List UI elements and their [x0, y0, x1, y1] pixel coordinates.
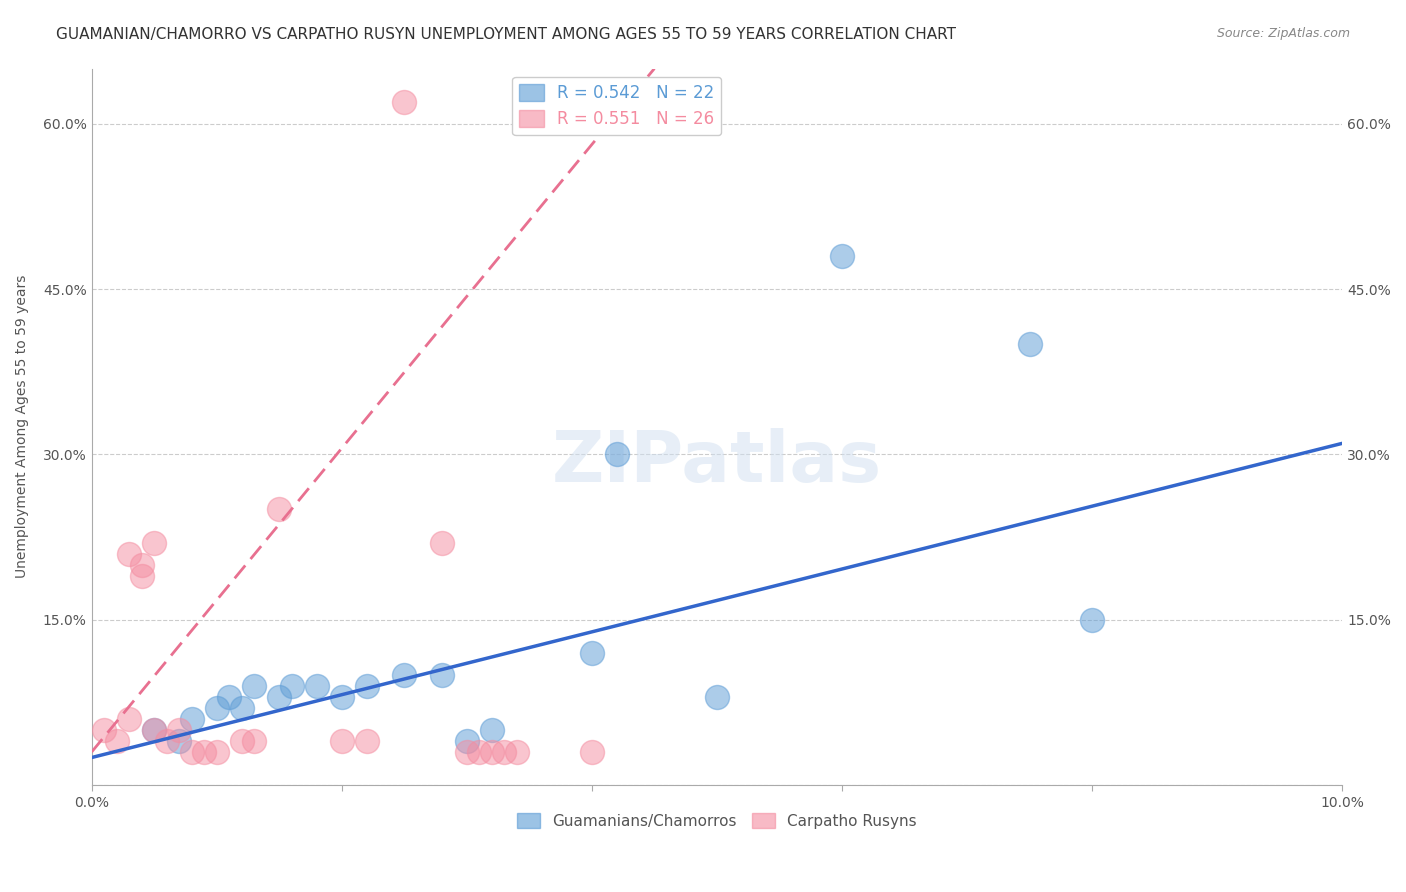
- Point: [269, 690, 291, 704]
- Point: [1081, 613, 1104, 627]
- Point: [205, 701, 228, 715]
- Point: [180, 745, 202, 759]
- Point: [269, 502, 291, 516]
- Point: [105, 734, 128, 748]
- Text: GUAMANIAN/CHAMORRO VS CARPATHO RUSYN UNEMPLOYMENT AMONG AGES 55 TO 59 YEARS CORR: GUAMANIAN/CHAMORRO VS CARPATHO RUSYN UNE…: [56, 27, 956, 42]
- Legend: Guamanians/Chamorros, Carpatho Rusyns: Guamanians/Chamorros, Carpatho Rusyns: [510, 806, 922, 835]
- Point: [394, 95, 416, 109]
- Point: [430, 668, 453, 682]
- Point: [581, 646, 603, 660]
- Point: [167, 723, 190, 737]
- Point: [231, 734, 253, 748]
- Point: [143, 723, 166, 737]
- Point: [330, 690, 353, 704]
- Point: [581, 745, 603, 759]
- Point: [118, 712, 141, 726]
- Point: [430, 535, 453, 549]
- Point: [167, 734, 190, 748]
- Point: [131, 568, 153, 582]
- Point: [1018, 337, 1040, 351]
- Point: [706, 690, 728, 704]
- Point: [456, 745, 478, 759]
- Point: [305, 679, 328, 693]
- Point: [394, 668, 416, 682]
- Point: [243, 734, 266, 748]
- Point: [218, 690, 240, 704]
- Point: [280, 679, 302, 693]
- Point: [243, 679, 266, 693]
- Point: [481, 723, 503, 737]
- Point: [456, 734, 478, 748]
- Point: [468, 745, 491, 759]
- Point: [156, 734, 179, 748]
- Point: [131, 558, 153, 572]
- Point: [180, 712, 202, 726]
- Point: [831, 249, 853, 263]
- Point: [356, 679, 378, 693]
- Point: [481, 745, 503, 759]
- Point: [143, 535, 166, 549]
- Point: [506, 745, 529, 759]
- Point: [330, 734, 353, 748]
- Text: ZIPatlas: ZIPatlas: [553, 428, 882, 497]
- Y-axis label: Unemployment Among Ages 55 to 59 years: Unemployment Among Ages 55 to 59 years: [15, 275, 30, 579]
- Point: [231, 701, 253, 715]
- Point: [494, 745, 516, 759]
- Point: [93, 723, 115, 737]
- Point: [143, 723, 166, 737]
- Point: [118, 547, 141, 561]
- Point: [606, 447, 628, 461]
- Point: [205, 745, 228, 759]
- Text: Source: ZipAtlas.com: Source: ZipAtlas.com: [1216, 27, 1350, 40]
- Point: [193, 745, 215, 759]
- Point: [356, 734, 378, 748]
